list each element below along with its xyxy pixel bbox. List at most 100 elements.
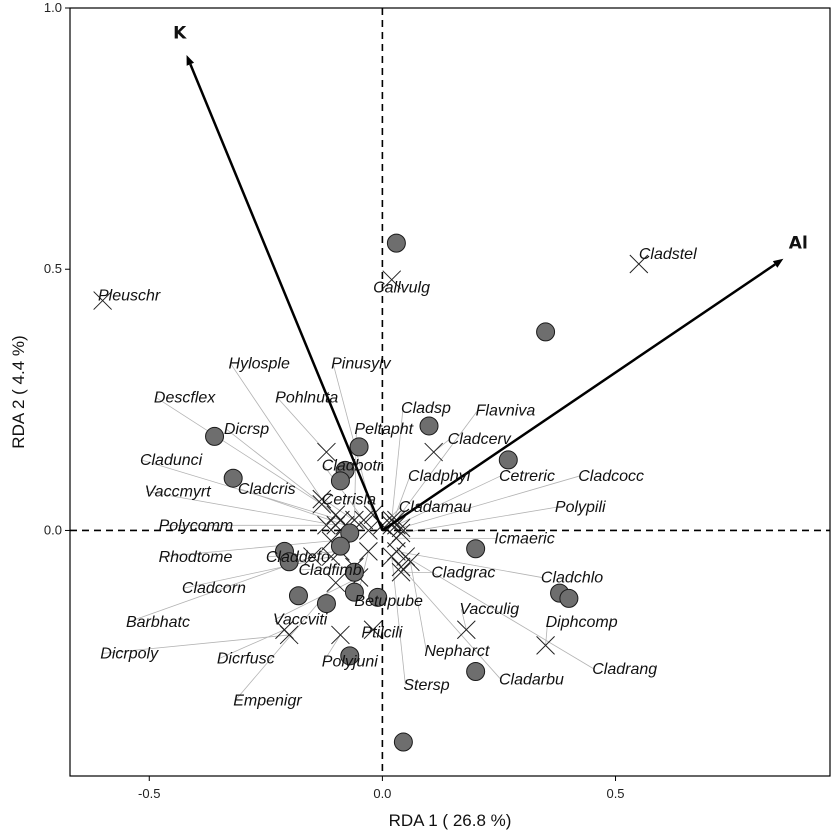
- axes: -0.5 0.0 0.5 0.0 0.5 1.0: [44, 0, 625, 801]
- x-tick-label: -0.5: [138, 786, 160, 801]
- leader-line: [405, 556, 595, 670]
- leader-line: [391, 407, 404, 521]
- species-label-cladchlo: Cladchlo: [541, 570, 603, 587]
- leader-line: [363, 629, 374, 633]
- species-marker: [275, 620, 294, 640]
- species-label-callvulg: Callvulg: [373, 280, 430, 297]
- species-label-empenigr: Empenigr: [233, 692, 302, 709]
- reference-lines: [70, 8, 830, 776]
- species-marker: [382, 270, 402, 290]
- species-label-cladgrac: Cladgrac: [431, 564, 495, 581]
- site-point: [330, 471, 350, 491]
- species-marker: [312, 489, 332, 509]
- species-label-pinusylv: Pinusylv: [331, 355, 392, 372]
- species-marker: [359, 521, 378, 540]
- leader-line: [409, 561, 427, 651]
- leader-line: [545, 622, 548, 646]
- site-point: [466, 539, 486, 559]
- species-marker: [363, 620, 383, 640]
- site-point: [498, 450, 518, 470]
- species-label-vaccviti: Vaccviti: [273, 611, 328, 628]
- species-label-barbhatc: Barbhatc: [126, 614, 190, 631]
- leader-line: [218, 629, 285, 660]
- species-label-cladrang: Cladrang: [592, 661, 657, 678]
- site-point: [340, 646, 360, 666]
- site-points: [205, 233, 579, 752]
- leader-line: [323, 634, 341, 662]
- species-label-polypili: Polypili: [555, 499, 606, 516]
- species-label-cladphyl: Cladphyl: [408, 468, 471, 485]
- leader-line: [391, 556, 406, 685]
- species-marker: [326, 573, 346, 593]
- species-label-pohlnuta: Pohlnuta: [275, 389, 338, 406]
- leader-line: [396, 475, 502, 526]
- species-label-cladcerv: Cladcerv: [448, 431, 512, 448]
- y-tick-label: 0.0: [44, 522, 62, 537]
- leader-line: [141, 459, 341, 521]
- species-label-nepharct: Nepharct: [424, 643, 489, 660]
- leader-line: [230, 363, 323, 500]
- species-marker: [396, 547, 416, 566]
- y-tick-label: 0.5: [44, 261, 62, 276]
- leader-line: [160, 540, 332, 558]
- leader-line: [400, 566, 502, 680]
- arrow-head-k: [186, 55, 195, 66]
- species-marker: [424, 442, 444, 462]
- arrow-shaft-k: [189, 63, 384, 531]
- species-marker: [303, 547, 322, 566]
- species-marker: [382, 547, 402, 566]
- species-label-dicrpoly: Dicrpoly: [100, 645, 159, 662]
- site-point: [330, 536, 350, 556]
- site-point: [466, 662, 486, 682]
- site-point: [536, 322, 556, 342]
- species-label-cladstel: Cladstel: [639, 246, 697, 263]
- site-point: [386, 233, 406, 253]
- leader-line: [396, 550, 543, 579]
- species-label-cladfimb: Cladfimb: [298, 562, 361, 579]
- species-label-cetreric: Cetreric: [499, 468, 555, 485]
- plot-panel-border: [69, 7, 831, 777]
- leader-line: [155, 397, 322, 505]
- species-label-diphcomp: Diphcomp: [546, 614, 618, 631]
- site-point: [344, 562, 364, 582]
- site-point: [279, 552, 299, 572]
- leader-line: [146, 491, 336, 526]
- species-label-hylosple: Hylosple: [229, 355, 290, 372]
- environment-arrows: K Al: [173, 23, 808, 532]
- arrow-label-al: Al: [789, 234, 808, 254]
- species-label-descflex: Descflex: [154, 389, 216, 406]
- leader-line: [323, 465, 365, 521]
- species-label-ptilcili: Ptilcili: [361, 625, 402, 642]
- species-marker: [317, 515, 336, 535]
- species-label-cladcris: Cladcris: [238, 481, 296, 498]
- y-axis-title: RDA 2 ( 4.4 %): [9, 335, 28, 448]
- site-point: [419, 416, 439, 436]
- species-label-cladunci: Cladunci: [140, 452, 203, 469]
- species-label-claddefo: Claddefo: [266, 549, 330, 566]
- site-point: [368, 587, 388, 607]
- leader-line: [400, 506, 557, 534]
- species-label-cladarbu: Cladarbu: [499, 672, 564, 689]
- species-marker: [387, 528, 406, 548]
- site-point: [205, 426, 225, 446]
- species-marker: [391, 557, 411, 577]
- species-marker: [456, 620, 476, 640]
- site-point: [223, 468, 243, 488]
- x-tick-label: 0.5: [606, 786, 624, 801]
- species-marker: [629, 254, 649, 274]
- species-label-cladbotr: Cladbotr: [322, 457, 383, 474]
- species-label-peltapht: Peltapht: [354, 421, 413, 438]
- species-label-cetrisla: Cetrisla: [322, 491, 376, 508]
- y-tick-label: 1.0: [44, 0, 62, 15]
- x-tick-label: 0.0: [373, 786, 391, 801]
- species-marker: [312, 494, 332, 514]
- species-marker: [359, 541, 378, 561]
- leader-line: [460, 608, 467, 630]
- species-markers: [93, 254, 649, 655]
- species-marker: [391, 562, 411, 582]
- species-label-betupube: Betupube: [354, 593, 423, 610]
- arrow-shaft-al: [381, 263, 776, 532]
- species-label-dicrfusc: Dicrfusc: [217, 651, 275, 668]
